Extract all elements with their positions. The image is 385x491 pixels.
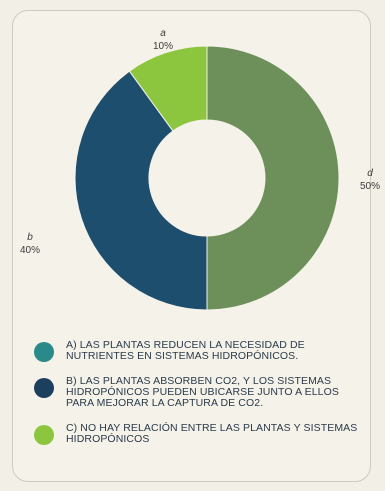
- legend-label-a: A) LAS PLANTAS REDUCEN LA NECESIDAD DE N…: [66, 339, 305, 362]
- legend: A) LAS PLANTAS REDUCEN LA NECESIDAD DE N…: [34, 340, 364, 454]
- legend-label-c: C) NO HAY RELACIÓN ENTRE LAS PLANTAS Y S…: [66, 422, 358, 445]
- donut-chart: a 10% d 50% b 40%: [20, 28, 380, 311]
- slice-value-d: 50%: [360, 181, 380, 192]
- legend-item-a: A) LAS PLANTAS REDUCEN LA NECESIDAD DE N…: [34, 340, 364, 362]
- slice-letter-d: d: [367, 168, 373, 179]
- slice-b: [74, 70, 208, 311]
- legend-swatch-b: [34, 378, 54, 398]
- legend-item-b: B) LAS PLANTAS ABSORBEN CO2, Y LOS SISTE…: [34, 376, 364, 409]
- slice-value-a: 10%: [153, 41, 173, 52]
- slice-letter-b: b: [27, 232, 33, 243]
- legend-swatch-c: [34, 425, 54, 445]
- legend-swatch-a: [34, 342, 54, 362]
- legend-label-b: B) LAS PLANTAS ABSORBEN CO2, Y LOS SISTE…: [66, 375, 339, 409]
- slice-value-b: 40%: [20, 245, 40, 256]
- slice-letter-a: a: [160, 28, 166, 39]
- legend-item-c: C) NO HAY RELACIÓN ENTRE LAS PLANTAS Y S…: [34, 423, 364, 445]
- slice-d: [206, 45, 340, 311]
